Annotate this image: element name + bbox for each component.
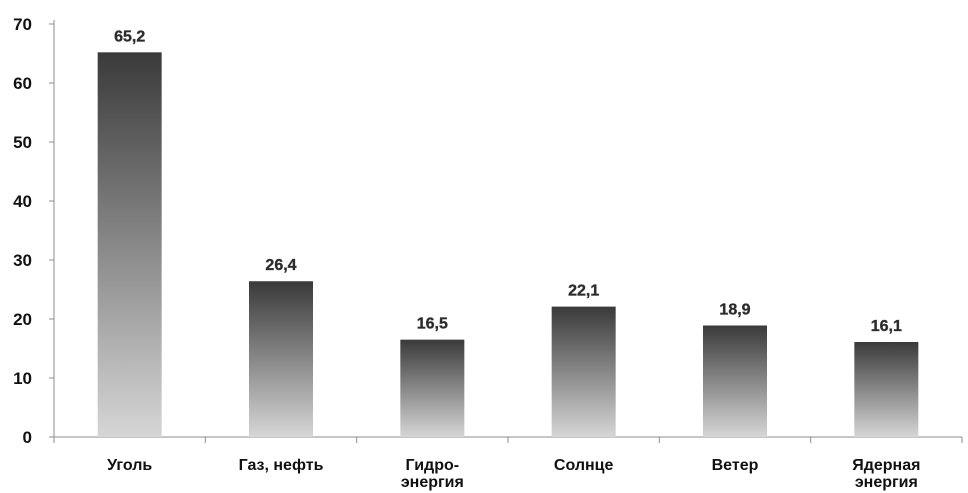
y-axis: 0 10 20 30 40 50 60 70 bbox=[13, 15, 55, 447]
y-tick-label: 10 bbox=[13, 369, 32, 388]
data-label: 26,4 bbox=[265, 257, 296, 274]
category-label-line: Ветер bbox=[712, 457, 759, 474]
category-label-line: Солнце bbox=[554, 457, 614, 474]
y-tick-label: 0 bbox=[23, 428, 32, 447]
bars-group bbox=[97, 52, 919, 437]
bar bbox=[703, 325, 767, 437]
category-labels-group: Уголь Газ, нефть Гидро-энергия Солнце Ветер Я… bbox=[107, 457, 920, 491]
category-label: Газ, нефть bbox=[239, 457, 324, 474]
category-label-line: энергия bbox=[855, 474, 918, 491]
x-axis bbox=[53, 436, 963, 443]
y-tick-label: 40 bbox=[13, 192, 32, 211]
y-tick-label: 50 bbox=[13, 133, 32, 152]
bar bbox=[854, 342, 919, 437]
category-label-line: Ядерная bbox=[852, 457, 920, 474]
category-label-line: Гидро- bbox=[406, 457, 460, 474]
y-tick-label: 70 bbox=[13, 15, 32, 34]
category-label-line: Уголь bbox=[107, 457, 152, 474]
y-tick-label: 60 bbox=[13, 74, 32, 93]
bar bbox=[551, 306, 616, 437]
category-label: Солнце bbox=[554, 457, 614, 474]
bar bbox=[97, 52, 162, 437]
data-label: 16,5 bbox=[417, 316, 448, 333]
category-label: Ветер bbox=[712, 457, 759, 474]
y-tick-label: 20 bbox=[13, 310, 32, 329]
category-label-line: Газ, нефть bbox=[239, 457, 324, 474]
bar bbox=[400, 339, 465, 437]
data-label: 65,2 bbox=[114, 28, 145, 45]
category-label: Уголь bbox=[107, 457, 152, 474]
data-label: 22,1 bbox=[568, 283, 599, 300]
category-label: Гидро-энергия bbox=[401, 457, 464, 491]
data-labels-group: 65,2 26,4 16,5 22,1 18,9 16,1 bbox=[114, 28, 902, 335]
category-label: Ядерная энергия bbox=[852, 457, 920, 491]
category-label-line: энергия bbox=[401, 474, 464, 491]
y-tick-label: 30 bbox=[13, 251, 32, 270]
bar bbox=[249, 281, 313, 437]
data-label: 18,9 bbox=[719, 301, 750, 318]
data-label: 16,1 bbox=[871, 318, 902, 335]
